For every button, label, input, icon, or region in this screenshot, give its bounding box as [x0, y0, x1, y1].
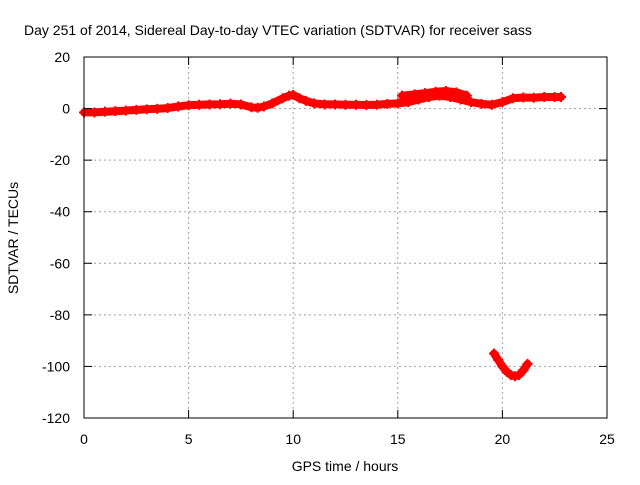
data-point: [486, 99, 497, 110]
y-tick-label: -20: [50, 152, 70, 168]
data-point: [288, 89, 299, 100]
data-point: [493, 354, 504, 365]
data-point: [309, 98, 320, 109]
y-tick-label: 20: [54, 49, 70, 65]
x-tick-label: 20: [495, 431, 511, 447]
y-axis-label: SDTVAR / TECUs: [5, 182, 21, 294]
x-tick-label: 0: [80, 431, 88, 447]
data-point: [225, 98, 236, 109]
y-tick-label: -120: [42, 410, 70, 426]
data-point: [235, 99, 246, 110]
data-point: [294, 93, 305, 104]
data-point: [555, 91, 566, 102]
data-point: [252, 102, 263, 113]
data-point: [214, 99, 225, 110]
y-tick-label: -80: [50, 307, 70, 323]
series-upper-branch: [396, 86, 472, 101]
ticks: 20 0 -20 -40 -60 -80 -100 -120 0 5 10 15 20 25: [42, 49, 615, 447]
data-point: [258, 101, 269, 112]
x-axis-label: GPS time / hours: [292, 458, 399, 474]
data-point: [173, 101, 184, 112]
data-point: [183, 100, 194, 111]
x-tick-label: 25: [599, 431, 615, 447]
series-main: [79, 89, 566, 118]
series-outlier-dip: [489, 348, 533, 382]
data-point: [476, 98, 487, 109]
data-point: [340, 99, 351, 110]
data-point: [466, 97, 477, 108]
data-point: [489, 348, 500, 359]
data-point: [120, 105, 131, 116]
plot-border: [83, 56, 608, 419]
data-point: [204, 99, 215, 110]
data-point: [528, 92, 539, 103]
data-point: [319, 99, 330, 110]
data-point: [382, 98, 393, 109]
data-point: [507, 93, 518, 104]
data-point: [371, 99, 382, 110]
data-point: [300, 95, 311, 106]
data-point: [162, 103, 173, 114]
data-point: [361, 99, 372, 110]
data-layer: [79, 86, 566, 382]
data-point: [131, 104, 142, 115]
data-point: [350, 99, 361, 110]
grid: [84, 57, 607, 418]
data-point: [396, 90, 407, 101]
data-point: [518, 365, 529, 376]
data-point: [99, 106, 110, 117]
x-tick-label: 15: [390, 431, 406, 447]
data-point: [392, 98, 403, 109]
data-point: [518, 92, 529, 103]
data-point: [497, 97, 508, 108]
chart-title: Day 251 of 2014, Sidereal Day-to-day VTE…: [24, 22, 532, 38]
y-tick-label: -60: [50, 255, 70, 271]
y-tick-label: -100: [42, 358, 70, 374]
data-point: [194, 99, 205, 110]
x-tick-label: 5: [185, 431, 193, 447]
data-point: [330, 99, 341, 110]
data-point: [461, 90, 472, 101]
y-tick-label: 0: [62, 101, 70, 117]
data-point: [267, 98, 278, 109]
data-point: [419, 88, 430, 99]
data-point: [451, 87, 462, 98]
data-point: [110, 106, 121, 117]
data-point: [522, 358, 533, 369]
data-point: [440, 86, 451, 97]
data-point: [497, 361, 508, 372]
data-point: [141, 104, 152, 115]
y-tick-label: -40: [50, 204, 70, 220]
data-point: [277, 93, 288, 104]
data-point: [152, 103, 163, 114]
data-point: [539, 91, 550, 102]
x-tick-label: 10: [285, 431, 301, 447]
data-point: [89, 107, 100, 118]
data-point: [409, 89, 420, 100]
data-point: [430, 86, 441, 97]
